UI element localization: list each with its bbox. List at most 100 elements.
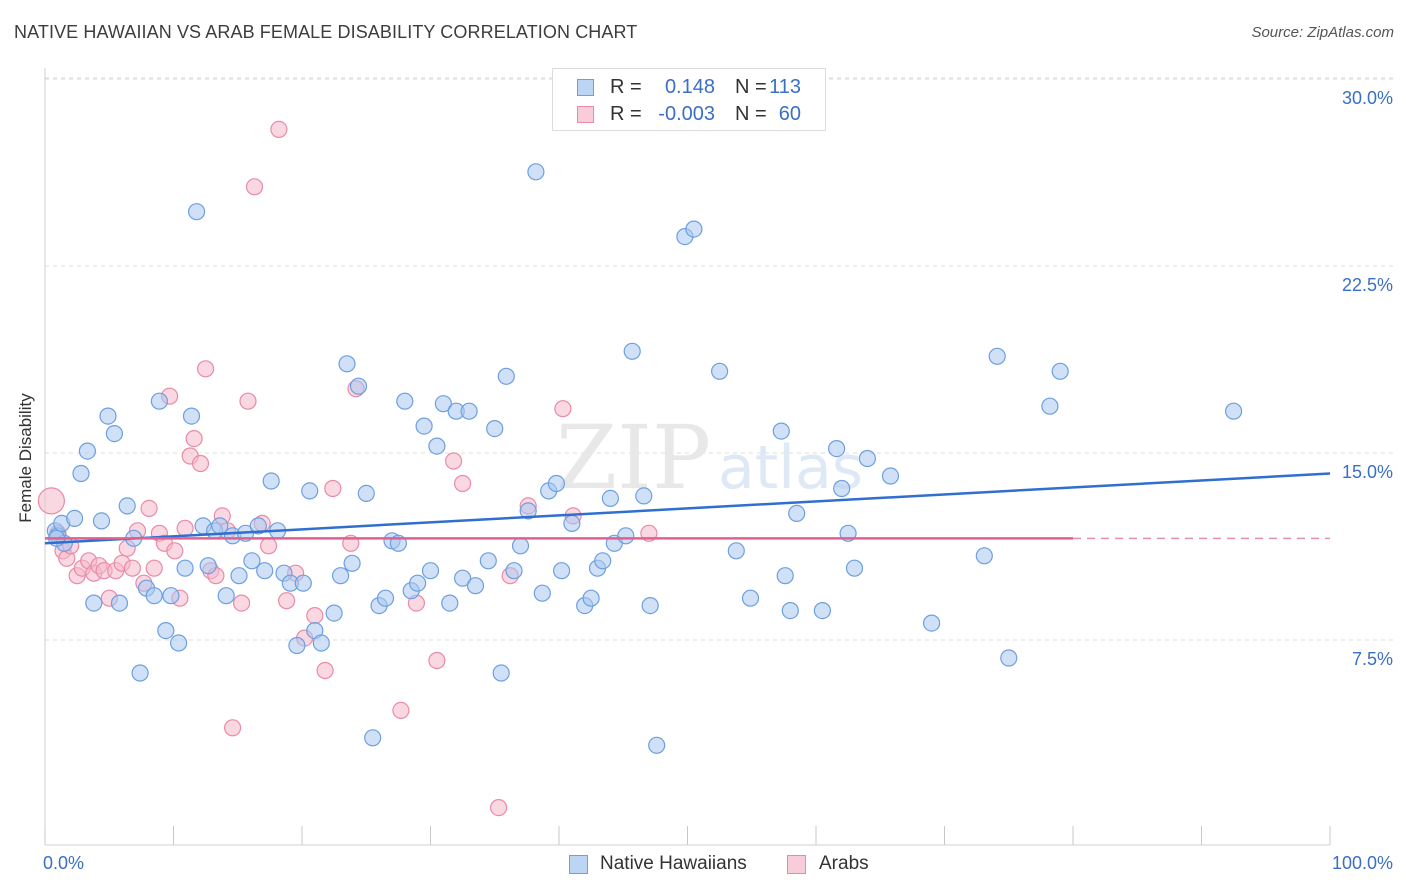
native-hawaiian-point [176, 559, 194, 577]
native-hawaiian-point [594, 552, 612, 570]
axes [44, 68, 1331, 846]
native-hawaiian-point [332, 567, 350, 585]
native-hawaiian-point [343, 554, 361, 572]
arab-point [224, 719, 242, 737]
native-hawaiian-trendline [44, 472, 1331, 545]
native-hawaiian-point [563, 514, 581, 533]
x-tick-label: 0.0% [43, 853, 84, 873]
native-hawaiian-point [552, 562, 571, 580]
correlation-legend: R = 0.148 N = 113 R = -0.003 N = 60 [552, 68, 826, 131]
arab-point [270, 120, 288, 138]
native-hawaiian-point [428, 437, 446, 455]
native-hawaiian-point [1224, 402, 1243, 420]
native-hawaiian-point [230, 567, 248, 585]
native-hawaiian-point [505, 562, 523, 580]
native-hawaiian-point [776, 567, 794, 585]
legend-r-value: -0.003 [658, 103, 715, 125]
native-hawaiian-point [199, 557, 217, 575]
legend-label: Native Hawaiians [600, 853, 747, 874]
arab-point [278, 592, 296, 610]
native-hawaiian-point [833, 479, 851, 498]
native-hawaiian-point [1051, 362, 1069, 380]
native-hawaiian-point [781, 601, 799, 620]
y-tick-label: 30.0% [1342, 88, 1393, 108]
native-hawaiian-point [376, 589, 395, 607]
native-hawaiian-point [845, 559, 864, 577]
native-hawaiian-points [46, 163, 1243, 754]
native-hawaiian-point [788, 504, 806, 523]
y-axis-label: Female Disability [16, 393, 35, 523]
native-hawaiian-point [110, 594, 129, 612]
arab-point [445, 452, 463, 470]
arab-point [392, 701, 410, 720]
native-hawaiian-point [312, 634, 330, 652]
legend-r-label: R = [610, 76, 642, 98]
native-hawaiian-point [685, 220, 703, 238]
native-hawaiian-point [881, 467, 900, 485]
native-hawaiian-point [262, 472, 280, 490]
y-tick-label: 22.5% [1342, 275, 1393, 295]
tick-labels: 7.5% 15.0% 22.5% 30.0% 0.0% 100.0% [43, 88, 1393, 873]
trendlines [44, 472, 1331, 545]
arab-point [490, 798, 508, 817]
legend-swatch-blue [577, 79, 594, 96]
native-hawaiian-point [415, 417, 433, 435]
native-hawaiian-point [256, 562, 274, 580]
native-hawaiian-point [497, 367, 515, 385]
legend-r-value: 0.148 [664, 76, 715, 98]
native-hawaiian-point [454, 569, 472, 587]
native-hawaiian-point [434, 395, 452, 413]
arab-point [239, 392, 257, 410]
legend-r-label: R = [610, 103, 642, 125]
native-hawaiian-point [105, 425, 124, 443]
arab-point [185, 430, 203, 448]
native-hawaiian-point [145, 587, 163, 605]
native-hawaiian-point [486, 420, 504, 438]
native-hawaiian-point [492, 664, 510, 682]
arab-point [176, 519, 194, 537]
native-hawaiian-point [1041, 397, 1059, 415]
native-hawaiian-point [301, 482, 319, 500]
native-hawaiian-point [727, 542, 745, 560]
native-hawaiian-point [243, 552, 261, 570]
native-hawaiian-point [409, 574, 427, 592]
legend-row-native-hawaiians: R = 0.148 N = 113 [553, 73, 825, 101]
native-hawaiian-point [249, 517, 267, 535]
native-hawaiian-point [922, 614, 941, 632]
arab-point [306, 606, 324, 625]
legend-swatch-pink [577, 106, 594, 123]
arab-point [260, 537, 278, 555]
native-hawaiian-point [710, 362, 729, 380]
native-hawaiian-point [118, 497, 136, 515]
native-hawaiian-point [827, 440, 846, 458]
native-hawaiian-point [99, 407, 117, 425]
native-hawaiian-point [170, 634, 188, 652]
native-hawaiian-point [78, 442, 97, 460]
native-hawaiian-point [85, 594, 103, 612]
legend-n-value: 113 [769, 76, 801, 98]
native-hawaiian-point [635, 487, 653, 505]
native-hawaiian-point [772, 422, 790, 440]
arab-point [37, 487, 66, 515]
watermark: ZIP atlas [556, 406, 863, 509]
native-hawaiian-point [813, 601, 832, 620]
y-tick-label: 7.5% [1352, 649, 1393, 669]
arab-point [554, 400, 572, 418]
native-hawaiian-point [150, 392, 168, 410]
arab-point [428, 651, 446, 670]
arab-point [233, 594, 251, 612]
native-hawaiian-point [294, 574, 312, 592]
arab-point [145, 559, 163, 577]
native-hawaiian-point [582, 589, 600, 607]
native-hawaiian-point [92, 512, 111, 530]
native-hawaiian-point [441, 594, 459, 612]
native-hawaiian-point [460, 402, 478, 420]
native-hawaiian-point [188, 203, 206, 221]
arab-point [197, 360, 215, 378]
native-hawaiian-point [547, 474, 566, 493]
legend-n-label: N = [735, 103, 767, 125]
arab-point [140, 499, 158, 517]
source-label: Source: ZipAtlas.com [1251, 24, 1394, 41]
native-hawaiian-point [217, 587, 235, 605]
